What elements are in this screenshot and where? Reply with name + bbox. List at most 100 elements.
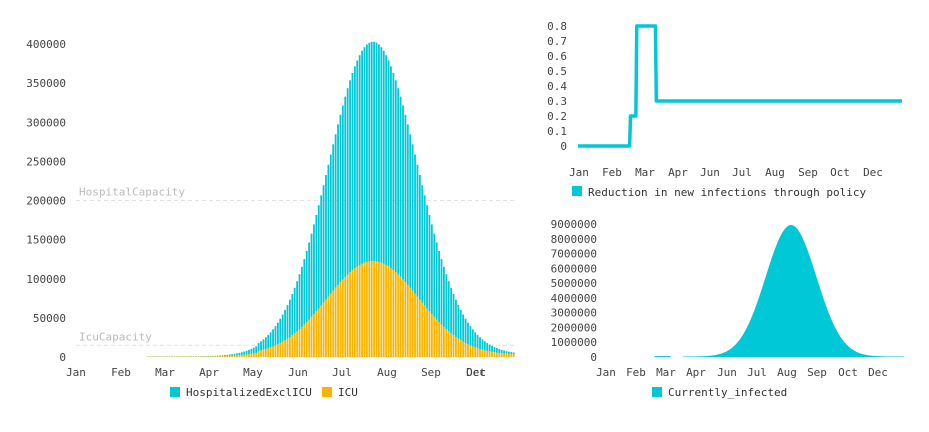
- hospitalized-bar: [452, 293, 455, 336]
- infected-ytick-label: 1000000: [551, 336, 597, 349]
- hospitalized-bar: [491, 345, 493, 352]
- hospitalized-bar: [308, 242, 311, 320]
- main-xtick-label: Dec: [466, 366, 486, 379]
- main-ytick-label: 50000: [33, 312, 66, 325]
- hospitalized-bar: [370, 41, 373, 262]
- hospitalized-bar: [303, 259, 306, 325]
- legend-swatch-icu: [322, 387, 332, 397]
- icu-bar: [250, 353, 253, 357]
- icu-bar: [385, 264, 388, 357]
- hospitalized-bar: [284, 309, 286, 341]
- hospitalized-bar: [250, 348, 253, 354]
- icu-bar: [293, 333, 296, 357]
- infected-ytick-label: 3000000: [551, 307, 597, 320]
- infected-ytick-label: 7000000: [551, 248, 597, 261]
- policy-ytick-label: 0: [560, 140, 567, 153]
- icu-bar: [274, 345, 277, 357]
- infected-xtick-label: Jan: [596, 366, 616, 379]
- icu-bar: [221, 356, 224, 357]
- hospitalized-bar: [421, 185, 424, 303]
- infected-ytick-label: 6000000: [551, 262, 597, 275]
- icu-bar: [404, 282, 407, 357]
- hospitalized-bar: [288, 299, 291, 337]
- main-ytick-label: 250000: [26, 155, 66, 168]
- hospitalized-bar: [341, 105, 344, 280]
- icu-bar: [443, 326, 445, 357]
- hospitalized-bar: [286, 304, 289, 339]
- icu-bar: [452, 335, 455, 357]
- icu-bar: [358, 264, 361, 357]
- icu-bar: [428, 311, 431, 357]
- hospitalized-bar: [440, 259, 443, 325]
- icu-bar: [365, 261, 368, 357]
- icu-bar: [313, 314, 315, 357]
- icu-bar: [435, 319, 438, 357]
- hospitalized-bar: [378, 44, 380, 262]
- reference-line-label: IcuCapacity: [79, 330, 152, 343]
- infected-ytick-label: 2000000: [551, 321, 597, 334]
- icu-bar: [243, 354, 246, 357]
- icu-bar: [459, 340, 462, 357]
- hospitalized-bar: [392, 73, 395, 271]
- hospitalized-bar: [351, 73, 354, 271]
- icu-bar: [378, 261, 380, 357]
- icu-bar: [491, 351, 493, 357]
- hospitalized-bar: [457, 304, 460, 339]
- icu-bar: [409, 287, 412, 357]
- main-xtick-label: Mar: [155, 366, 175, 379]
- icu-bar: [457, 338, 460, 357]
- hospitalized-bar: [353, 66, 356, 269]
- hospitalized-bar: [262, 339, 265, 350]
- hospitalized-bar: [380, 47, 383, 263]
- icu-bar: [411, 290, 414, 357]
- hospitalized-bar: [483, 341, 486, 351]
- hospitalized-bar: [397, 88, 400, 275]
- icu-bar: [248, 354, 250, 357]
- main-ytick-label: 200000: [26, 195, 66, 208]
- icu-bar: [305, 322, 308, 357]
- icu-bar: [474, 347, 477, 357]
- hospitalized-bar: [240, 352, 243, 355]
- hospitalized-bar: [233, 353, 236, 356]
- hospitalized-bar: [507, 351, 510, 354]
- icu-bar: [380, 262, 383, 357]
- policy-xtick-label: Sep: [798, 166, 818, 179]
- icu-bar: [402, 279, 404, 357]
- hospitalized-bar: [426, 205, 428, 309]
- hospitalized-bar: [503, 350, 505, 354]
- policy-ytick-label: 0.4: [547, 80, 567, 93]
- main-xtick-label: Jul: [332, 366, 352, 379]
- main-ytick-label: 150000: [26, 234, 66, 247]
- icu-bar: [296, 331, 299, 357]
- hospitalized-bar: [385, 55, 388, 265]
- policy-xtick-label: Oct: [830, 166, 850, 179]
- hospitalized-bar: [447, 281, 450, 332]
- icu-bar: [483, 350, 486, 357]
- main-xtick-label: May: [243, 366, 263, 379]
- hospitalized-bar: [255, 346, 258, 353]
- hospitalized-bar: [260, 341, 262, 351]
- icu-bar: [363, 262, 366, 357]
- infected-ytick-label: 0: [590, 351, 597, 364]
- main-ytick-label: 350000: [26, 77, 66, 90]
- hospitalized-bar: [313, 224, 315, 315]
- hospitalized-bar: [267, 334, 270, 349]
- icu-bar: [216, 356, 219, 357]
- icu-bar: [447, 331, 450, 357]
- infected-ytick-label: 4000000: [551, 292, 597, 305]
- hospitalized-bar: [406, 124, 409, 285]
- icu-bar: [394, 272, 397, 357]
- icu-bar: [226, 355, 229, 357]
- legend-swatch-infected: [652, 387, 662, 397]
- icu-bar: [276, 344, 279, 357]
- icu-bar: [281, 341, 284, 357]
- hospitalized-bar: [236, 353, 238, 356]
- icu-bar: [332, 290, 335, 357]
- hospitalized-bar: [459, 309, 462, 341]
- hospitalized-bar: [358, 55, 361, 265]
- icu-bar: [192, 356, 195, 357]
- icu-bar: [207, 356, 209, 357]
- main-ytick-label: 0: [59, 351, 66, 364]
- hospitalized-bar: [476, 334, 479, 349]
- hospitalized-bar: [238, 352, 241, 356]
